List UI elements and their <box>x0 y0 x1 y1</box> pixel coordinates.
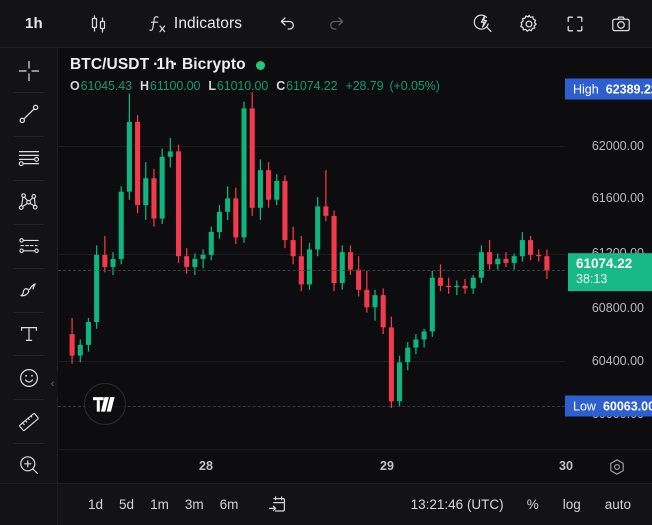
chart-area: BTC/USDT · 1h · Bicrypto O61045.43 H61100… <box>58 48 652 483</box>
text-tool-icon[interactable] <box>9 319 49 348</box>
range-button-1m[interactable]: 1m <box>150 497 169 512</box>
high-price-badge-value: 62389.22 <box>605 82 652 96</box>
zoom-in-icon[interactable] <box>9 451 49 480</box>
bottom-toolbar: 1d 5d 1m 3m 6m 13:21:46 (UTC) % log auto <box>0 483 652 525</box>
low-price-badge-value: 60063.00 <box>602 399 652 413</box>
time-tick-label: 28 <box>199 459 213 473</box>
top-toolbar: 1h Indicators <box>0 0 652 48</box>
toolbar-divider <box>13 399 44 400</box>
time-tick-label: 29 <box>380 459 394 473</box>
high-price-badge-tag: High <box>573 82 599 96</box>
timeframe-button[interactable]: 1h <box>25 15 43 32</box>
bottom-left-edge <box>0 484 58 525</box>
range-button-6m[interactable]: 6m <box>219 497 239 512</box>
left-drawing-toolbar: ‹ <box>0 48 58 483</box>
price-tick-label: 60800.00 <box>591 301 644 315</box>
goto-date-icon[interactable] <box>262 491 293 518</box>
bar-countdown-timer: 38:13 <box>576 272 608 287</box>
fib-projection-icon[interactable] <box>9 232 49 261</box>
chart-plot[interactable] <box>58 48 565 449</box>
quick-search-icon[interactable] <box>466 7 500 41</box>
toolbar-divider <box>13 443 44 444</box>
gann-pitchfork-icon[interactable] <box>9 188 49 217</box>
indicators-button[interactable]: Indicators <box>140 7 248 41</box>
range-button-3m[interactable]: 3m <box>184 497 204 512</box>
time-scale-settings-icon[interactable] <box>608 458 626 481</box>
toolbar-divider <box>13 179 44 181</box>
low-price-line <box>58 406 565 408</box>
brush-icon[interactable] <box>9 275 49 304</box>
toolbar-divider <box>13 136 44 137</box>
scale-option-auto[interactable]: auto <box>604 497 631 512</box>
price-tick-label: 61600.00 <box>591 191 644 205</box>
collapse-toolbar-button[interactable]: ‹ <box>47 371 58 397</box>
range-button-5d[interactable]: 5d <box>119 497 135 512</box>
toolbar-divider <box>13 223 44 225</box>
redo-icon[interactable] <box>320 7 354 41</box>
range-button-1d[interactable]: 1d <box>88 497 104 512</box>
fx-icon <box>140 13 174 35</box>
crosshair-cursor-icon[interactable] <box>9 56 49 85</box>
low-price-badge: Low 60063.00 <box>565 395 652 417</box>
toolbar-divider <box>13 311 44 313</box>
high-price-badge: High 62389.22 <box>565 78 652 100</box>
chart-clock[interactable]: 13:21:46 (UTC) <box>410 497 504 512</box>
tradingview-watermark-logo <box>84 383 126 425</box>
toolbar-divider <box>13 267 44 269</box>
scale-option-percent[interactable]: % <box>526 497 539 512</box>
emoji-icon[interactable] <box>9 363 49 392</box>
candlestick-icon[interactable] <box>82 7 116 41</box>
fullscreen-icon[interactable] <box>558 7 592 41</box>
chart-pane[interactable]: BTC/USDT · 1h · Bicrypto O61045.43 H61100… <box>58 48 652 449</box>
scale-option-log[interactable]: log <box>562 497 581 512</box>
price-tick-label: 62000.00 <box>591 139 644 153</box>
time-scale[interactable]: 28 29 30 <box>58 449 652 483</box>
settings-gear-icon[interactable] <box>512 7 546 41</box>
trend-line-icon[interactable] <box>9 100 49 129</box>
measure-ruler-icon[interactable] <box>9 407 49 436</box>
top-toolbar-right-group <box>466 7 638 41</box>
time-tick-label: 30 <box>559 459 573 473</box>
current-price-badge: 61074.22 38:13 <box>568 253 652 291</box>
price-tick-label: 60400.00 <box>591 354 644 368</box>
candlestick-series <box>69 92 550 409</box>
horizontal-lines-tool-icon[interactable] <box>9 144 49 173</box>
toolbar-divider <box>13 355 44 357</box>
toolbar-divider <box>13 92 44 93</box>
chart-body: ‹ <box>0 48 652 483</box>
low-price-badge-tag: Low <box>573 399 596 413</box>
indicators-label: Indicators <box>173 14 243 32</box>
last-price-line <box>58 270 565 272</box>
undo-icon[interactable] <box>270 7 304 41</box>
price-scale[interactable]: 62000.0061600.0061200.0060800.0060400.00… <box>565 48 652 449</box>
current-price-value: 61074.22 <box>576 256 633 272</box>
snapshot-camera-icon[interactable] <box>604 7 638 41</box>
